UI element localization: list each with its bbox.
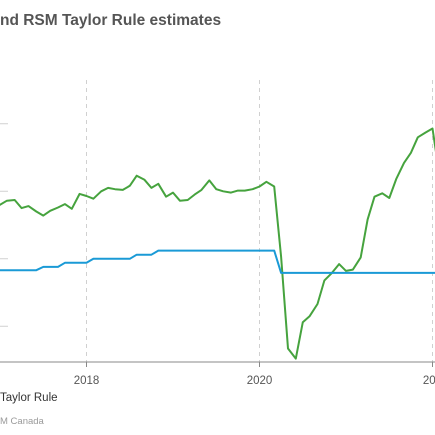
- series-line-taylor-rule: [0, 127, 435, 360]
- legend-taylor-rule-label: Taylor Rule: [0, 392, 58, 404]
- chart-title: nd RSM Taylor Rule estimates: [0, 12, 222, 29]
- x-tick-label-1: 2020: [247, 375, 273, 387]
- series-line-policy-rate: [0, 249, 435, 274]
- x-tick-label-0: 2018: [74, 375, 100, 387]
- x-tick-label-2: 202: [423, 375, 435, 387]
- source-note: M Canada: [0, 416, 44, 427]
